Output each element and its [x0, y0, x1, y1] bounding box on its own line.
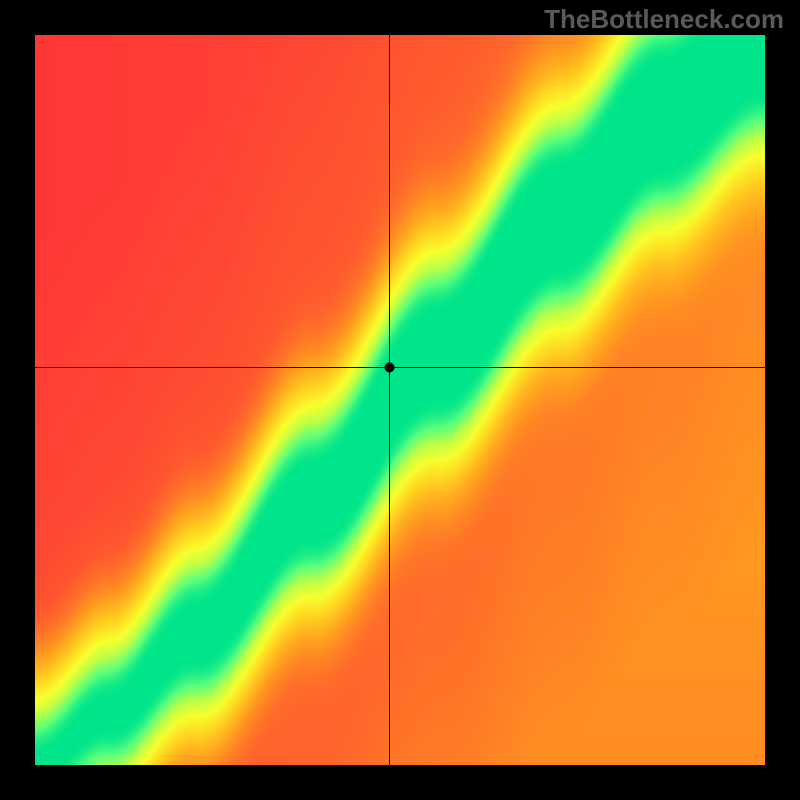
chart-container: TheBottleneck.com — [0, 0, 800, 800]
bottleneck-heatmap — [35, 35, 765, 765]
watermark-text: TheBottleneck.com — [544, 4, 784, 35]
